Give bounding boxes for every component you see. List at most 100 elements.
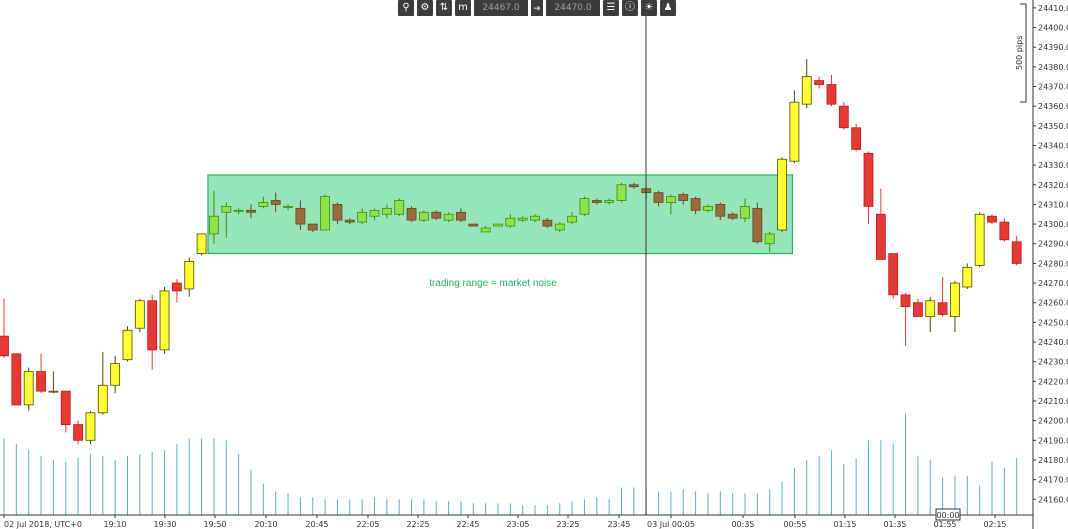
candle-body: [23, 371, 34, 406]
candle-body: [480, 227, 491, 233]
candle-body: [579, 198, 590, 215]
candle-body: [838, 105, 849, 129]
y-tick-label: 24400.0: [1038, 24, 1068, 33]
candle-body: [171, 282, 182, 292]
candle-body: [851, 127, 862, 150]
candle-body: [999, 221, 1010, 241]
candle-body: [246, 209, 256, 213]
x-tick-label: 22:05: [356, 520, 379, 529]
candle-body: [567, 215, 577, 223]
chart-toolbar: ⚲ ⚙ ⇅ m 24467.0 ➜ 24470.0 ☰ ⓘ ☀ ♟: [398, 0, 676, 16]
candle-body: [703, 205, 713, 211]
candle-body: [196, 233, 207, 254]
candles: [0, 58, 1022, 445]
arrow-icon[interactable]: ➜: [531, 0, 543, 16]
candle-body: [505, 217, 516, 227]
candle-body: [493, 223, 503, 227]
candle-body: [258, 202, 269, 207]
candle-body: [431, 211, 442, 219]
users-icon[interactable]: ♟: [660, 0, 676, 16]
candle-body: [752, 207, 763, 243]
candle-body: [147, 300, 158, 351]
y-tick-label: 24410.0: [1038, 4, 1068, 13]
y-tick-label: 24230.0: [1038, 358, 1068, 367]
x-tick-label: 00:55: [783, 520, 806, 529]
list-icon[interactable]: ☰: [603, 0, 619, 16]
x-tick-label: 01:35: [883, 520, 906, 529]
candle-body: [789, 101, 800, 162]
y-tick-label: 24270.0: [1038, 279, 1068, 288]
candle-body: [950, 282, 960, 317]
candle-body: [11, 353, 22, 406]
candle-body: [591, 200, 602, 203]
candle-body: [962, 266, 973, 288]
candle-body: [530, 215, 540, 221]
y-tick-label: 24340.0: [1038, 141, 1068, 150]
ask-price[interactable]: 24470.0: [546, 0, 600, 16]
pips-bracket: 500 pips: [1015, 3, 1027, 103]
candle-body: [320, 196, 331, 231]
candle-body: [184, 261, 195, 290]
candle-body: [36, 371, 46, 392]
y-tick-label: 24210.0: [1038, 397, 1068, 406]
y-tick-label: 24260.0: [1038, 299, 1068, 308]
candle-body: [209, 215, 219, 235]
candle-body: [814, 80, 824, 85]
candle-body: [394, 200, 405, 215]
candle-body: [801, 76, 812, 105]
candle-body: [900, 294, 911, 308]
candle-body: [122, 329, 133, 361]
candle-body: [110, 363, 121, 386]
candle-body: [73, 424, 83, 441]
candle-body: [406, 207, 417, 221]
candle-body: [357, 211, 368, 223]
candle-body: [295, 207, 306, 225]
alert-icon[interactable]: ☀: [641, 0, 657, 16]
bid-price[interactable]: 24467.0: [474, 0, 528, 16]
x-tick-label: 02:15: [983, 520, 1006, 529]
candle-body: [875, 213, 886, 260]
timeframe-button[interactable]: m: [455, 0, 471, 16]
x-tick-label: 01:15: [833, 520, 856, 529]
x-tick-label: 23:25: [556, 520, 579, 529]
candle-body: [653, 192, 664, 203]
y-tick-label: 24220.0: [1038, 377, 1068, 386]
candle-body: [344, 219, 355, 223]
candle-body: [937, 302, 948, 315]
x-tick-label: 01:55: [933, 520, 956, 529]
settings-icon[interactable]: ⚙: [417, 0, 433, 16]
candle-body: [554, 223, 565, 231]
y-tick-label: 24330.0: [1038, 161, 1068, 170]
candle-body: [0, 335, 9, 357]
y-tick-label: 24160.0: [1038, 495, 1068, 504]
x-tick-label: 23:05: [506, 520, 529, 529]
x-tick-label: 20:45: [305, 520, 328, 529]
candle-body: [542, 219, 553, 227]
candle-body: [418, 211, 429, 221]
candle-body: [97, 384, 108, 414]
candle-body: [48, 390, 59, 393]
y-tick-label: 24360.0: [1038, 102, 1068, 111]
crosshair-time-badge: 00:00: [935, 508, 961, 521]
info-icon[interactable]: ⓘ: [622, 0, 638, 16]
candle-body: [221, 205, 232, 213]
candle-body: [369, 209, 380, 217]
indicators-icon[interactable]: ⇅: [436, 0, 452, 16]
y-tick-label: 24250.0: [1038, 318, 1068, 327]
x-tick-label: 19:30: [153, 520, 176, 529]
candle-body: [616, 184, 627, 201]
candle-body: [604, 200, 615, 203]
timeframe-label: m: [458, 2, 468, 13]
candle-body: [134, 300, 145, 329]
y-tick-label: 24310.0: [1038, 200, 1068, 209]
y-tick-label: 24300.0: [1038, 220, 1068, 229]
candle-body: [777, 158, 787, 231]
candle-body: [307, 223, 318, 231]
candle-body: [727, 213, 738, 219]
candle-body: [456, 211, 466, 221]
search-icon[interactable]: ⚲: [398, 0, 414, 16]
y-tick-label: 24240.0: [1038, 338, 1068, 347]
range-annotation: trading range = market noise: [429, 278, 557, 289]
candle-body: [974, 213, 985, 266]
